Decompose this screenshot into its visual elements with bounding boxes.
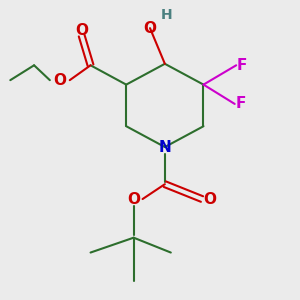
Text: O: O [75,23,88,38]
Text: O: O [143,21,157,36]
Text: O: O [53,73,66,88]
Text: O: O [203,191,216,206]
Text: F: F [237,58,247,73]
Text: O: O [127,191,140,206]
Text: N: N [158,140,171,154]
Text: H: H [160,8,172,22]
Text: F: F [236,96,246,111]
